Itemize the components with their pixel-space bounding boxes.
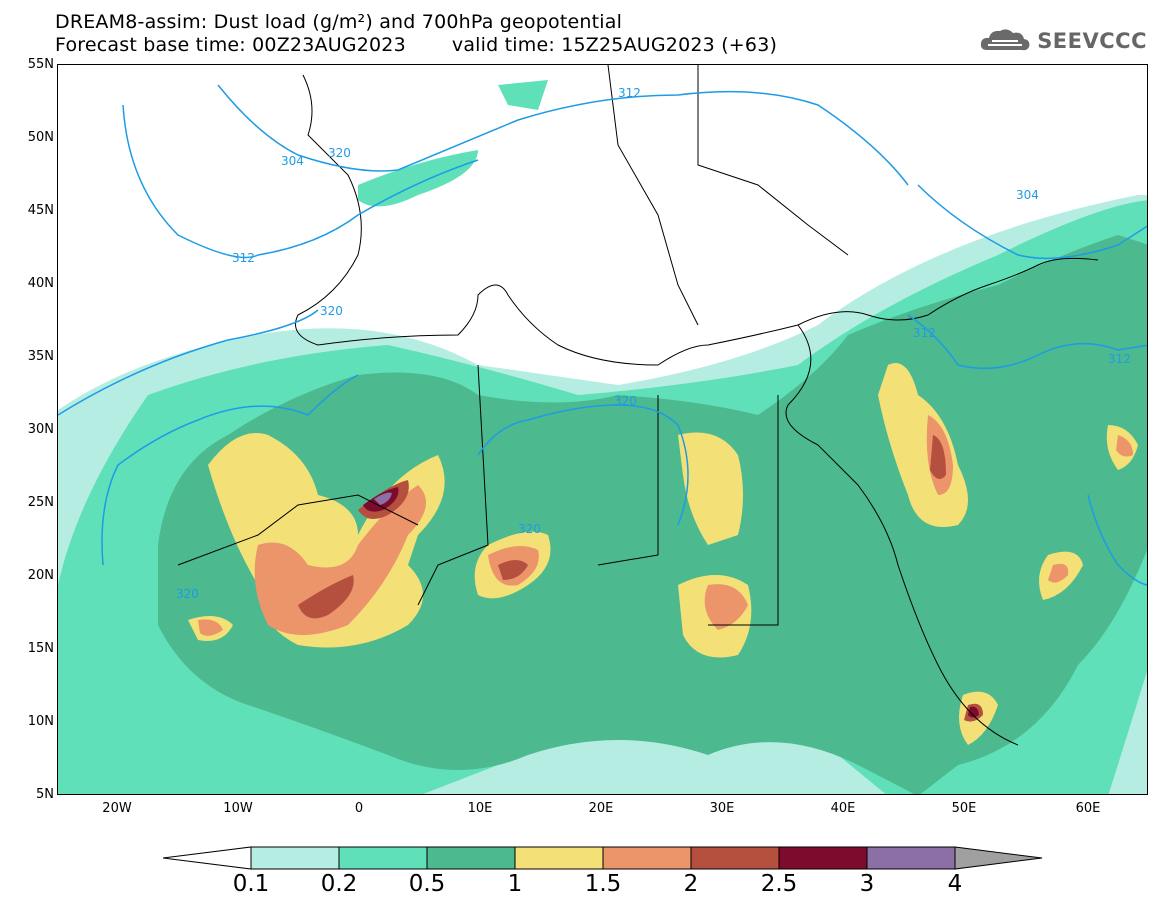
lon-label: 60E [1075,801,1101,816]
map-subtitle: Forecast base time: 00Z23AUG2023 valid ti… [55,35,777,55]
base-time: Forecast base time: 00Z23AUG2023 [55,34,406,56]
dust-level-3 [374,492,392,505]
colorbar [163,846,1043,870]
coastlines [177,65,1099,746]
contour-label-312-d: 312 [1108,352,1131,366]
contour-label-312-c: 312 [913,326,936,340]
contour-label-320-a: 320 [328,146,351,160]
contour-label-312-a: 312 [618,86,641,100]
colorbar-label: 1 [507,871,523,897]
colorbar-label: 3 [859,871,875,897]
contour-labels: 320 312 304 312 320 320 320 312 304 312 … [176,86,1131,601]
lon-label: 10W [223,801,253,816]
contour-label-320-d: 320 [518,522,541,536]
colorbar-swatch [602,846,692,870]
lon-label: 40E [830,801,856,816]
colorbar-swatch [250,846,340,870]
colorbar-swatch [338,846,428,870]
valid-time: valid time: 15Z25AUG2023 (+63) [451,34,778,56]
lon-label: 50E [951,801,977,816]
colorbar-label: 1.5 [584,871,622,897]
contour-label-312-b: 312 [232,251,255,265]
lon-label: 0 [354,801,364,816]
lat-label: 30N [27,422,54,437]
colorbar-label: 0.5 [408,871,446,897]
colorbar-low-arrow [163,846,252,870]
geopotential-contours [58,84,1147,586]
lat-label: 25N [27,495,54,510]
lon-label: 20W [102,801,132,816]
contour-label-304-a: 304 [281,154,304,168]
contour-label-320-b: 320 [320,304,343,318]
colorbar-high-arrow [954,846,1043,870]
map-canvas: 320 312 304 312 320 320 320 312 304 312 … [58,65,1147,794]
colorbar-swatch [426,846,516,870]
colorbar-swatch [514,846,604,870]
lon-label: 30E [709,801,735,816]
contour-label-320-c: 320 [614,394,637,408]
colorbar-swatch [690,846,780,870]
lon-label: 10E [467,801,493,816]
contour-label-304-b: 304 [1016,188,1039,202]
lat-label: 50N [27,130,54,145]
lat-label: 5N [36,787,54,802]
contour-label-320-e: 320 [176,587,199,601]
colorbar-label: 2 [683,871,699,897]
colorbar-label: 0.2 [320,871,358,897]
lat-label: 35N [27,349,54,364]
dust-map: 320 312 304 312 320 320 320 312 304 312 … [57,64,1148,795]
lat-label: 15N [27,641,54,656]
lat-label: 45N [27,203,54,218]
logo-text: SEEVCCC [1037,29,1147,53]
map-title: DREAM8-assim: Dust load (g/m²) and 700hP… [55,11,623,33]
lat-label: 55N [27,57,54,72]
lat-label: 20N [27,568,54,583]
cloud-logo-icon [981,29,1030,51]
colorbar-label: 2.5 [760,871,798,897]
colorbar-swatch [866,846,956,870]
lat-label: 10N [27,714,54,729]
seevccc-logo: SEEVCCC [979,26,1147,56]
lon-label: 20E [588,801,614,816]
colorbar-swatch [778,846,868,870]
colorbar-label: 4 [947,871,963,897]
lat-label: 40N [27,276,54,291]
colorbar-label: 0.1 [232,871,270,897]
